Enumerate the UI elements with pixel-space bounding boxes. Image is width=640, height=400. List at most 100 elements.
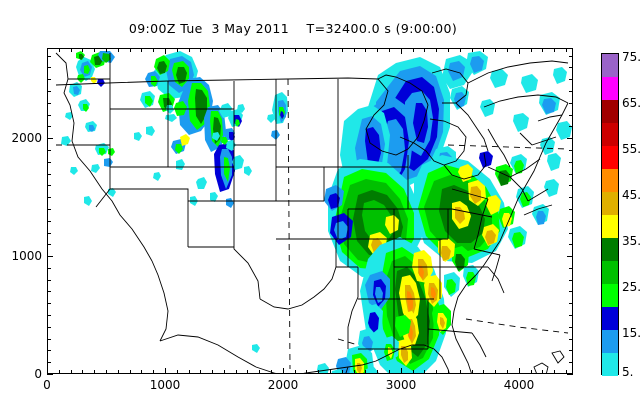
- colorbar-label: 55.: [622, 142, 640, 156]
- axis-tick: [47, 185, 51, 187]
- axis-tick: [569, 185, 573, 187]
- axis-tick: [569, 102, 573, 104]
- axis-tick: [341, 48, 343, 52]
- axis-tick: [412, 370, 414, 374]
- colorbar-label: 35.: [622, 234, 640, 248]
- axis-tick: [47, 315, 51, 317]
- axis-tick: [247, 370, 249, 374]
- axis-tick: [188, 370, 190, 374]
- colorbar-segment: [602, 261, 618, 284]
- axis-tick: [47, 126, 51, 128]
- axis-tick: [247, 48, 249, 52]
- axis-tick: [235, 370, 237, 374]
- colorbar-label: 45.: [622, 188, 640, 202]
- colorbar-label: 25.: [622, 280, 640, 294]
- axis-tick: [569, 326, 573, 328]
- axis-tick: [271, 370, 273, 374]
- axis-tick: [47, 267, 51, 269]
- axis-tick: [129, 370, 131, 374]
- axis-tick: [471, 48, 473, 52]
- axis-tick: [58, 370, 60, 374]
- axis-tick: [141, 48, 143, 52]
- axis-tick: [569, 244, 573, 246]
- axis-tick: [554, 370, 556, 374]
- axis-tick: [164, 48, 166, 54]
- axis-tick: [47, 374, 53, 375]
- axis-tick: [188, 48, 190, 52]
- colorbar[interactable]: [601, 53, 619, 376]
- echo-squall-line: [358, 237, 479, 373]
- map-plot-area[interactable]: [47, 48, 573, 374]
- axis-tick: [569, 350, 573, 352]
- axis-tick: [569, 362, 573, 364]
- axis-tick: [495, 370, 497, 374]
- axis-tick: [47, 55, 51, 57]
- axis-tick: [569, 91, 573, 93]
- axis-tick: [200, 370, 202, 374]
- axis-tick: [447, 370, 449, 374]
- axis-tick: [47, 173, 51, 175]
- axis-tick: [569, 161, 573, 163]
- axis-tick: [47, 232, 51, 234]
- axis-tick: [47, 161, 51, 163]
- axis-tick: [259, 370, 261, 374]
- axis-tick: [377, 48, 379, 52]
- axis-tick: [365, 370, 367, 374]
- axis-tick: [58, 48, 60, 52]
- axis-tick: [47, 197, 51, 199]
- axis-tick: [569, 197, 573, 199]
- colorbar-segment: [602, 192, 618, 215]
- axis-tick: [47, 91, 51, 93]
- axis-tick: [223, 370, 225, 374]
- axis-tick: [569, 267, 573, 269]
- axis-tick: [569, 126, 573, 128]
- axis-tick: [153, 48, 155, 52]
- axis-tick: [47, 48, 48, 54]
- axis-tick: [569, 114, 573, 116]
- axis-tick: [400, 48, 402, 54]
- axis-tick: [569, 67, 573, 69]
- axis-tick: [389, 370, 391, 374]
- axis-tick: [47, 303, 51, 305]
- axis-tick: [565, 48, 567, 52]
- axis-tick: [282, 368, 284, 374]
- axis-tick: [569, 279, 573, 281]
- axis-tick: [567, 138, 573, 140]
- axis-tick: [47, 67, 51, 69]
- figure-title: 09:00Z Tue 3 May 2011 T=32400.0 s (9:00:…: [128, 21, 458, 36]
- axis-tick: [569, 315, 573, 317]
- axis-tick: [459, 48, 461, 52]
- axis-tick: [569, 208, 573, 210]
- x-tick-label: 3000: [385, 378, 417, 392]
- colorbar-segment: [602, 307, 618, 330]
- echo-pacific-northwest: [61, 51, 115, 175]
- axis-tick: [47, 279, 51, 281]
- axis-tick: [47, 362, 51, 364]
- axis-tick: [47, 138, 53, 140]
- colorbar-segment: [602, 353, 618, 376]
- axis-tick: [330, 48, 332, 52]
- y-tick-label: 1000: [11, 249, 42, 263]
- axis-tick: [129, 48, 131, 52]
- axis-tick: [47, 114, 51, 116]
- axis-tick: [389, 48, 391, 52]
- axis-tick: [567, 374, 573, 375]
- axis-tick: [436, 370, 438, 374]
- axis-tick: [176, 48, 178, 52]
- colorbar-segment: [602, 215, 618, 238]
- axis-tick: [377, 370, 379, 374]
- echo-northeast-scattered: [513, 67, 572, 155]
- axis-tick: [212, 48, 214, 52]
- axis-tick: [554, 48, 556, 52]
- axis-tick: [495, 48, 497, 52]
- axis-tick: [569, 303, 573, 305]
- colorbar-segment: [602, 146, 618, 169]
- echo-colorado-cluster: [212, 103, 245, 151]
- axis-tick: [47, 102, 51, 104]
- colorbar-segment: [602, 169, 618, 192]
- axis-tick: [569, 338, 573, 340]
- colorbar-segment: [602, 330, 618, 353]
- axis-tick: [294, 370, 296, 374]
- axis-tick: [424, 48, 426, 52]
- axis-tick: [567, 256, 573, 258]
